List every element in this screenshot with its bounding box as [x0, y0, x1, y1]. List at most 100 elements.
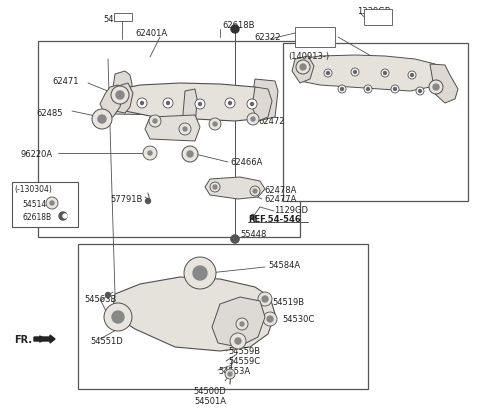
- Polygon shape: [100, 86, 122, 118]
- Polygon shape: [292, 57, 314, 84]
- Text: 54500D: 54500D: [193, 387, 227, 396]
- Text: 1129GD: 1129GD: [274, 206, 308, 215]
- Circle shape: [148, 152, 152, 155]
- Circle shape: [63, 214, 67, 218]
- Text: 62485: 62485: [36, 108, 62, 117]
- Text: (-130304): (-130304): [14, 185, 52, 194]
- Text: REF.54-546: REF.54-546: [248, 215, 301, 224]
- Circle shape: [338, 86, 346, 94]
- Text: 62618B: 62618B: [222, 21, 254, 30]
- Circle shape: [213, 186, 217, 189]
- Circle shape: [267, 316, 273, 322]
- Text: 62618B: 62618B: [22, 213, 51, 222]
- Circle shape: [163, 99, 173, 109]
- Circle shape: [193, 266, 207, 280]
- Text: 54916: 54916: [103, 14, 130, 23]
- Polygon shape: [183, 90, 197, 132]
- Polygon shape: [295, 56, 438, 92]
- Circle shape: [167, 102, 169, 105]
- Circle shape: [429, 81, 443, 95]
- Circle shape: [367, 88, 370, 91]
- Circle shape: [182, 147, 198, 163]
- Text: 54584A: 54584A: [268, 260, 300, 269]
- Circle shape: [199, 103, 202, 106]
- Circle shape: [179, 124, 191, 136]
- Text: 54514: 54514: [22, 200, 46, 209]
- Circle shape: [251, 103, 253, 106]
- Circle shape: [141, 102, 144, 105]
- Text: 55448: 55448: [240, 230, 266, 239]
- Circle shape: [263, 312, 277, 326]
- Bar: [295, 28, 335, 48]
- Polygon shape: [34, 335, 55, 343]
- Circle shape: [351, 69, 359, 77]
- Circle shape: [228, 372, 232, 376]
- Polygon shape: [110, 84, 133, 114]
- Circle shape: [195, 100, 205, 110]
- Circle shape: [240, 322, 244, 326]
- Circle shape: [98, 116, 106, 124]
- Circle shape: [235, 338, 241, 344]
- Text: 54519B: 54519B: [272, 298, 304, 307]
- Circle shape: [116, 92, 124, 100]
- Circle shape: [251, 215, 255, 220]
- Polygon shape: [112, 72, 132, 115]
- Circle shape: [137, 99, 147, 109]
- Circle shape: [187, 152, 193, 157]
- Circle shape: [326, 72, 329, 75]
- Circle shape: [145, 199, 151, 204]
- Circle shape: [183, 128, 187, 132]
- Circle shape: [209, 119, 221, 131]
- Circle shape: [230, 333, 246, 349]
- Circle shape: [231, 236, 239, 243]
- Circle shape: [111, 87, 129, 105]
- Circle shape: [410, 74, 413, 77]
- Text: 62472: 62472: [258, 116, 285, 125]
- Circle shape: [300, 65, 306, 71]
- Circle shape: [210, 182, 220, 193]
- Circle shape: [381, 70, 389, 78]
- Circle shape: [231, 26, 239, 34]
- Bar: [364, 10, 392, 26]
- Circle shape: [231, 236, 239, 243]
- Text: 54530C: 54530C: [282, 315, 314, 324]
- Circle shape: [384, 72, 386, 75]
- Polygon shape: [430, 65, 458, 104]
- Text: 62477A: 62477A: [264, 195, 296, 204]
- Text: 1339GB: 1339GB: [357, 7, 391, 16]
- Circle shape: [408, 72, 416, 80]
- Text: 62322: 62322: [254, 34, 280, 43]
- Text: FR.: FR.: [14, 334, 32, 344]
- Polygon shape: [145, 116, 200, 142]
- Circle shape: [225, 99, 235, 109]
- Circle shape: [247, 100, 257, 110]
- Bar: [114, 14, 132, 22]
- Polygon shape: [252, 88, 272, 122]
- Text: 62471: 62471: [52, 77, 79, 86]
- Text: 57791B: 57791B: [110, 195, 143, 204]
- Circle shape: [59, 213, 67, 220]
- Bar: [12, 182, 78, 227]
- Polygon shape: [205, 178, 265, 200]
- Circle shape: [213, 123, 217, 127]
- Text: 54553A: 54553A: [218, 366, 250, 375]
- Polygon shape: [112, 88, 272, 118]
- Text: 54559B: 54559B: [228, 347, 260, 356]
- Text: 54551D: 54551D: [90, 337, 123, 346]
- Bar: [283, 44, 468, 202]
- Text: 62401A: 62401A: [135, 29, 167, 38]
- Circle shape: [149, 116, 161, 128]
- Circle shape: [236, 318, 248, 330]
- Circle shape: [364, 86, 372, 94]
- Polygon shape: [118, 84, 268, 122]
- Bar: [38, 42, 300, 237]
- Circle shape: [253, 189, 257, 193]
- Circle shape: [353, 71, 357, 74]
- Circle shape: [394, 88, 396, 91]
- Bar: [78, 245, 368, 389]
- Polygon shape: [252, 80, 278, 122]
- Circle shape: [258, 292, 272, 306]
- Circle shape: [46, 198, 58, 209]
- Circle shape: [251, 118, 255, 122]
- Circle shape: [391, 86, 399, 94]
